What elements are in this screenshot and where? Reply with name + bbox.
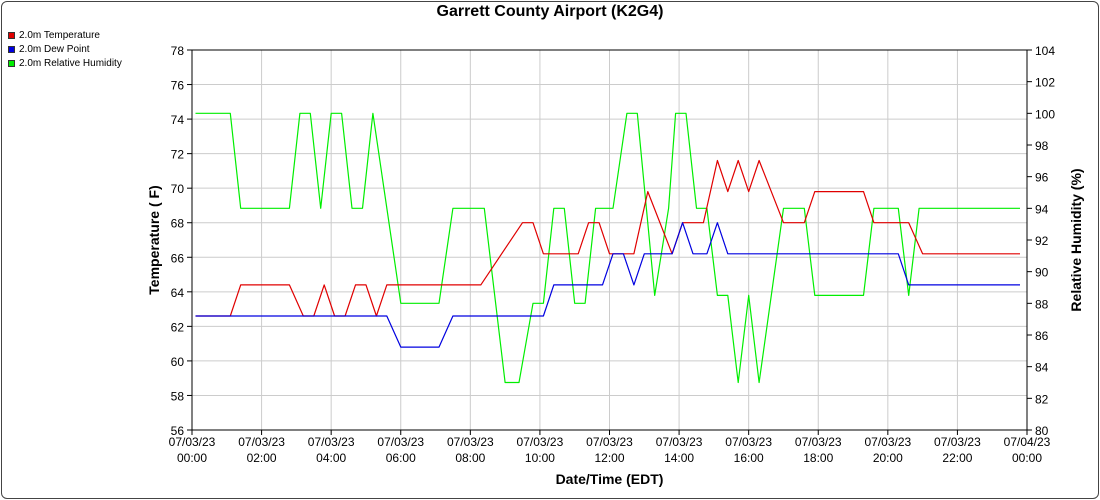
y2-tick-label: 80 [1035,424,1049,438]
y2-tick-label: 96 [1035,171,1049,185]
series-line-dew-point [195,222,1020,348]
x-tick-label-date: 07/03/23 [447,435,494,449]
x-tick-label-date: 07/03/23 [586,435,633,449]
x-tick-label-date: 07/03/23 [517,435,564,449]
y2-axis-title: Relative Humidity (%) [1068,168,1084,311]
y2-tick-label: 102 [1035,76,1055,90]
x-tick-label-date: 07/03/23 [308,435,355,449]
x-tick-label-date: 07/03/23 [864,435,911,449]
series-layer [195,112,1020,384]
x-tick-label-time: 20:00 [873,451,903,465]
x-tick-label-date: 07/03/23 [934,435,981,449]
y2-tick-label: 94 [1035,202,1049,216]
y-tick-label: 62 [171,320,185,334]
chart-title: Garrett County Airport (K2G4) [436,3,664,20]
x-tick-label-time: 02:00 [247,451,277,465]
y-tick-label: 68 [171,217,185,231]
x-tick-label-date: 07/04/23 [1004,435,1051,449]
y2-tick-label: 98 [1035,139,1049,153]
x-tick-label-time: 16:00 [734,451,764,465]
legend-swatch-temperature [8,31,15,39]
y2-tick-label: 82 [1035,392,1049,406]
legend: 2.0m Temperature 2.0m Dew Point 2.0m Rel… [8,28,122,70]
axes-labels: 56 58 60 62 64 66 68 70 72 74 76 78 80 82 84 86 88 90 92 94… [169,44,1056,465]
series-line-temperature [195,159,1020,317]
legend-label-relative-humidity: 2.0m Relative Humidity [19,57,122,69]
y-tick-label: 66 [171,251,185,265]
x-tick-label-date: 07/03/23 [169,435,216,449]
y-tick-label: 64 [171,286,185,300]
x-tick-label-time: 00:00 [177,451,207,465]
x-tick-label-time: 14:00 [664,451,694,465]
legend-label-dew-point: 2.0m Dew Point [19,43,90,55]
legend-item-relative-humidity: 2.0m Relative Humidity [8,56,122,70]
y-tick-label: 70 [171,182,185,196]
legend-label-temperature: 2.0m Temperature [19,29,100,41]
y-tick-label: 60 [171,355,185,369]
y2-tick-label: 86 [1035,329,1049,343]
x-tick-label-time: 10:00 [525,451,555,465]
series-line-relative-humidity [195,112,1020,384]
x-tick-label-date: 07/03/23 [795,435,842,449]
x-axis-title: Date/Time (EDT) [556,471,664,487]
y2-tick-label: 92 [1035,234,1049,248]
x-tick-label-date: 07/03/23 [377,435,424,449]
x-tick-label-time: 08:00 [455,451,485,465]
legend-swatch-dew-point [8,45,15,53]
legend-swatch-relative-humidity [8,59,15,67]
y-tick-label: 78 [171,44,185,58]
x-tick-label-time: 18:00 [803,451,833,465]
y-tick-label: 74 [171,113,185,127]
y2-tick-label: 88 [1035,297,1049,311]
y-tick-label: 58 [171,389,185,403]
x-tick-label-date: 07/03/23 [656,435,703,449]
x-tick-label-time: 04:00 [316,451,346,465]
x-tick-label-time: 06:00 [386,451,416,465]
x-tick-label-date: 07/03/23 [238,435,285,449]
y-tick-label: 76 [171,79,185,93]
y-tick-label: 72 [171,148,185,162]
y2-tick-label: 104 [1035,44,1055,58]
y2-tick-label: 100 [1035,107,1055,121]
x-tick-label-time: 22:00 [942,451,972,465]
x-tick-label-time: 00:00 [1012,451,1042,465]
y-axis-title: Temperature ( F) [146,185,162,294]
y-tick-label: 56 [171,424,185,438]
legend-item-dew-point: 2.0m Dew Point [8,42,122,56]
legend-item-temperature: 2.0m Temperature [8,28,122,42]
y2-tick-label: 84 [1035,361,1049,375]
y2-tick-label: 90 [1035,266,1049,280]
x-tick-label-time: 12:00 [594,451,624,465]
x-tick-label-date: 07/03/23 [725,435,772,449]
